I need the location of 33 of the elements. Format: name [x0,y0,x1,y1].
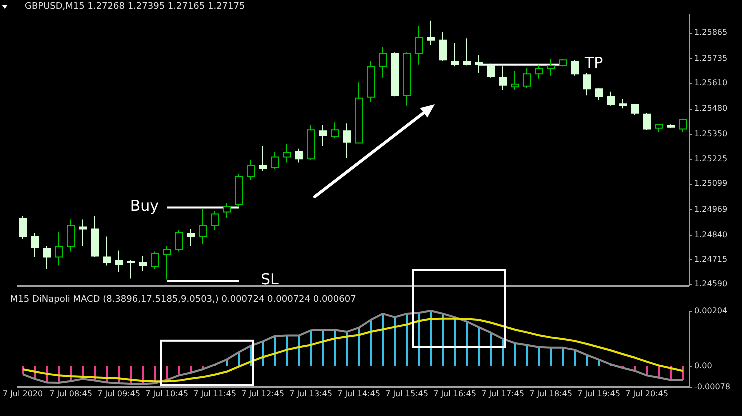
chart-title: GBPUSD,M15 1.27268 1.27395 1.27165 1.27175 [25,2,246,12]
x-tick-label: 7 Jul 19:45 [578,390,620,398]
x-tick-label: 7 Jul 2020 [2,390,44,398]
y-tick-label: 1.25865 [694,28,728,38]
y-tick-label: 1.25480 [694,104,728,114]
x-tick-label: 7 Jul 15:45 [386,390,428,398]
y-tick-label: -0.00078 [694,382,730,392]
x-tick-label: 7 Jul 10:45 [146,390,188,398]
series-label: Buy [130,196,160,215]
series-label: TP [584,54,604,72]
y-tick-label: 1.25350 [694,130,728,139]
x-tick-label: 7 Jul 20:45 [626,390,668,398]
x-tick-label: 7 Jul 16:45 [434,390,476,398]
x-tick-label: 7 Jul 14:45 [338,390,380,398]
y-tick-label: 1.24969 [694,204,728,214]
x-tick-label: 7 Jul 13:45 [290,390,332,398]
y-tick-label: 0.00204 [694,306,728,316]
y-tick-label: 1.24715 [694,254,728,264]
y-tick-label: 1.25610 [694,78,728,88]
x-tick-label: 7 Jul 12:45 [242,390,284,398]
x-tick-label: 7 Jul 08:45 [50,390,92,398]
x-tick-label: 7 Jul 09:45 [98,390,140,398]
chart-title: M15 DiNapoli MACD (8.3896,17.5185,9.0503,) 0.000724 0.000724 0.000607 [10,295,356,305]
x-tick-label: 7 Jul 18:45 [530,390,572,398]
y-tick-label: 0.00 [694,361,712,370]
y-tick-label: 1.25735 [694,54,728,63]
series-label: SL [261,270,280,288]
y-tick-label: 1.24590 [694,280,728,289]
y-tick-label: 1.25225 [694,154,728,164]
x-tick-label: 7 Jul 17:45 [482,390,524,398]
y-tick-label: 1.25099 [694,179,728,188]
x-tick-label: 7 Jul 11:45 [194,390,236,398]
y-tick-label: 1.24840 [694,230,728,240]
